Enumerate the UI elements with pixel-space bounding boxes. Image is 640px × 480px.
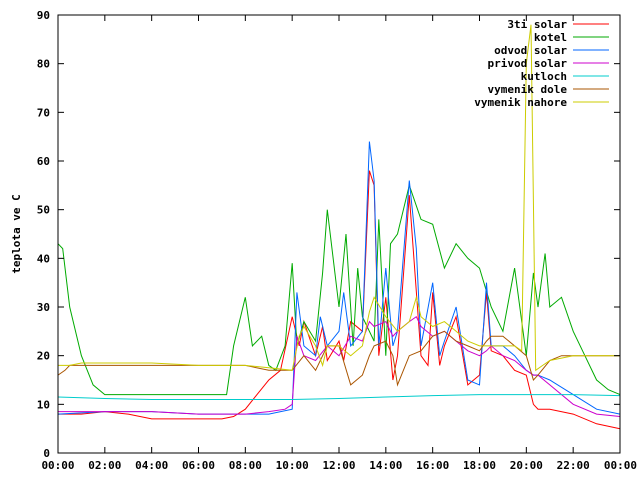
x-tick-label: 12:00 bbox=[322, 459, 355, 472]
x-tick-label: 10:00 bbox=[276, 459, 309, 472]
x-tick-label: 18:00 bbox=[463, 459, 496, 472]
y-tick-label: 0 bbox=[43, 447, 50, 460]
series-line-5 bbox=[57, 394, 621, 400]
y-tick-label: 60 bbox=[37, 155, 50, 168]
y-tick-label: 20 bbox=[37, 350, 50, 363]
legend-label-2: kotel bbox=[534, 31, 567, 44]
x-tick-label: 06:00 bbox=[182, 459, 215, 472]
x-tick-label: 22:00 bbox=[557, 459, 590, 472]
series-layer bbox=[57, 24, 621, 430]
x-tick-label: 08:00 bbox=[229, 459, 262, 472]
y-tick-label: 90 bbox=[37, 9, 50, 22]
y-tick-label: 40 bbox=[37, 252, 50, 265]
x-tick-label: 04:00 bbox=[135, 459, 168, 472]
legend-label-3: odvod solar bbox=[494, 44, 567, 57]
ticks-layer: 0 10 20 30 40 50 60 70 80 90 00:00 02:00 04:00 06:00 0… bbox=[37, 9, 637, 472]
y-axis-label: teplota ve C bbox=[10, 194, 23, 273]
series-line-7 bbox=[58, 24, 620, 372]
legend-label-1: 3ti solar bbox=[507, 18, 567, 31]
x-tick-label: 00:00 bbox=[41, 459, 74, 472]
y-tick-label: 10 bbox=[37, 398, 50, 411]
x-tick-label: 14:00 bbox=[369, 459, 402, 472]
legend-label-5: kutloch bbox=[521, 70, 567, 83]
x-tick-label: 20:00 bbox=[510, 459, 543, 472]
x-tick-label: 00:00 bbox=[604, 459, 637, 472]
y-tick-label: 80 bbox=[37, 58, 50, 71]
legend-label-7: vymenik nahore bbox=[474, 96, 567, 109]
y-tick-label: 50 bbox=[37, 204, 50, 217]
legend-label-6: vymenik dole bbox=[488, 83, 568, 96]
series-line-2 bbox=[57, 183, 621, 396]
legend-label-4: privod solar bbox=[488, 57, 568, 70]
y-tick-label: 30 bbox=[37, 301, 50, 314]
x-tick-label: 02:00 bbox=[88, 459, 121, 472]
y-tick-label: 70 bbox=[37, 106, 50, 119]
series-line-3 bbox=[57, 141, 621, 415]
x-tick-label: 16:00 bbox=[416, 459, 449, 472]
